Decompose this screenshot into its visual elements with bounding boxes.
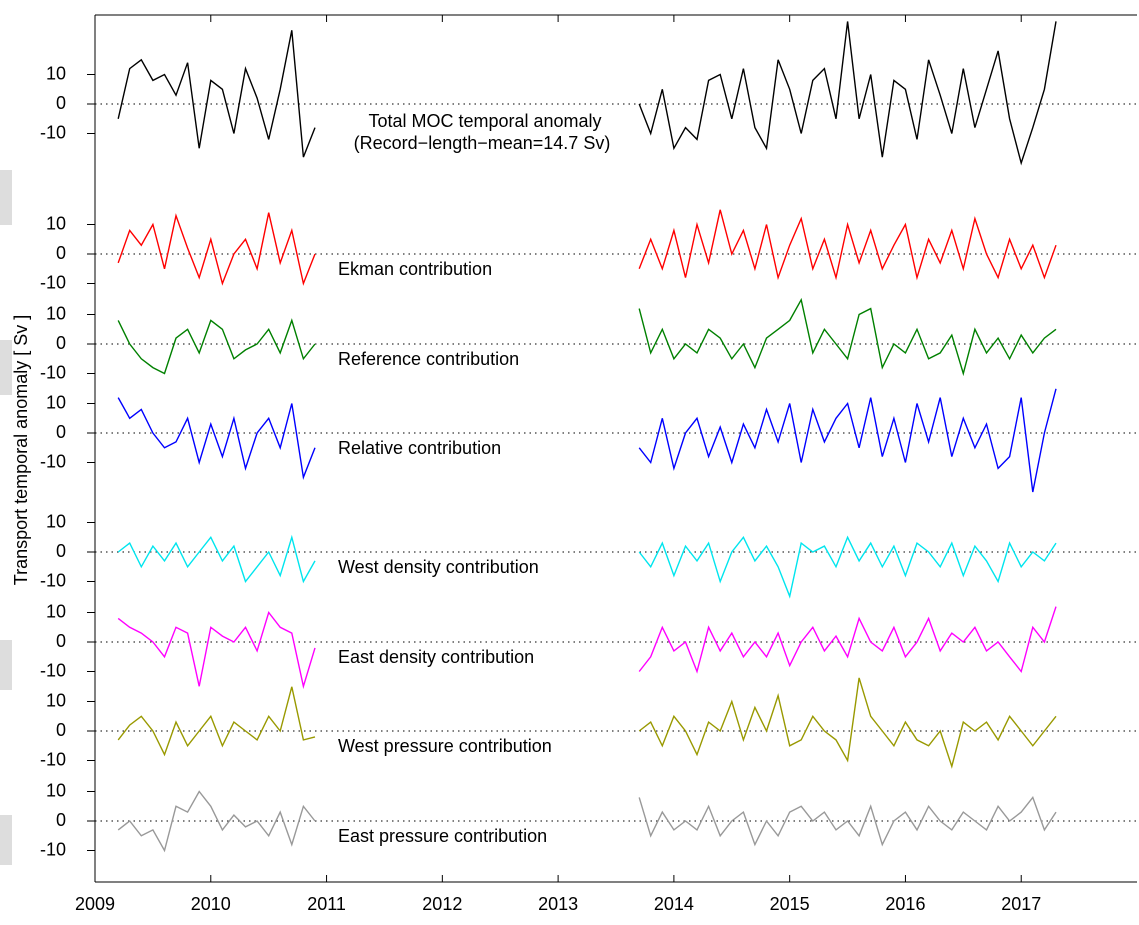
y-tick-label: 10 [46, 511, 66, 531]
series-line [117, 21, 1057, 166]
series-label: Total MOC temporal anomaly [368, 111, 601, 131]
y-tick-label: 10 [46, 303, 66, 323]
y-tick-label: 0 [56, 631, 66, 651]
x-tick-label: 2010 [191, 894, 231, 914]
series-line [117, 677, 1057, 769]
y-tick-label: 0 [56, 422, 66, 442]
series-line [117, 790, 1057, 853]
edge-mark [0, 815, 12, 865]
y-tick-label: -10 [40, 660, 66, 680]
series-line [117, 209, 1057, 286]
series-label: West pressure contribution [338, 736, 552, 756]
series-line [117, 534, 1057, 599]
y-tick-label: -10 [40, 451, 66, 471]
series-label: Ekman contribution [338, 259, 492, 279]
x-tick-label: 2017 [1001, 894, 1041, 914]
y-tick-label: -10 [40, 272, 66, 292]
series-line [117, 297, 1057, 377]
x-tick-label: 2016 [885, 894, 925, 914]
y-tick-label: 0 [56, 810, 66, 830]
series-label: West density contribution [338, 557, 539, 577]
y-axis-label: Transport temporal anomaly [ Sv ] [11, 315, 31, 585]
series-line [117, 388, 1057, 493]
y-tick-label: 0 [56, 541, 66, 561]
y-tick-label: 0 [56, 93, 66, 113]
edge-mark [0, 340, 12, 395]
y-tick-label: -10 [40, 362, 66, 382]
series-label: Relative contribution [338, 438, 501, 458]
series-label: East pressure contribution [338, 826, 547, 846]
y-tick-label: 10 [46, 780, 66, 800]
y-tick-label: -10 [40, 839, 66, 859]
y-tick-label: 10 [46, 63, 66, 83]
edge-mark [0, 640, 12, 690]
annotation: (Record−length−mean=14.7 Sv) [354, 133, 611, 153]
y-tick-label: 0 [56, 333, 66, 353]
y-tick-label: 0 [56, 720, 66, 740]
y-tick-label: 0 [56, 243, 66, 263]
edge-mark [0, 170, 12, 225]
x-tick-label: 2011 [307, 894, 346, 914]
series-label: East density contribution [338, 647, 534, 667]
y-tick-label: -10 [40, 570, 66, 590]
y-tick-label: -10 [40, 749, 66, 769]
x-tick-label: 2015 [770, 894, 810, 914]
x-tick-label: 2009 [75, 894, 115, 914]
series-line [117, 606, 1057, 690]
x-tick-label: 2013 [538, 894, 578, 914]
y-tick-label: -10 [40, 122, 66, 142]
y-tick-label: 10 [46, 601, 66, 621]
y-tick-label: 10 [46, 392, 66, 412]
series-label: Reference contribution [338, 349, 519, 369]
x-tick-label: 2014 [654, 894, 694, 914]
y-tick-label: 10 [46, 213, 66, 233]
x-tick-label: 2012 [422, 894, 462, 914]
y-tick-label: 10 [46, 690, 66, 710]
